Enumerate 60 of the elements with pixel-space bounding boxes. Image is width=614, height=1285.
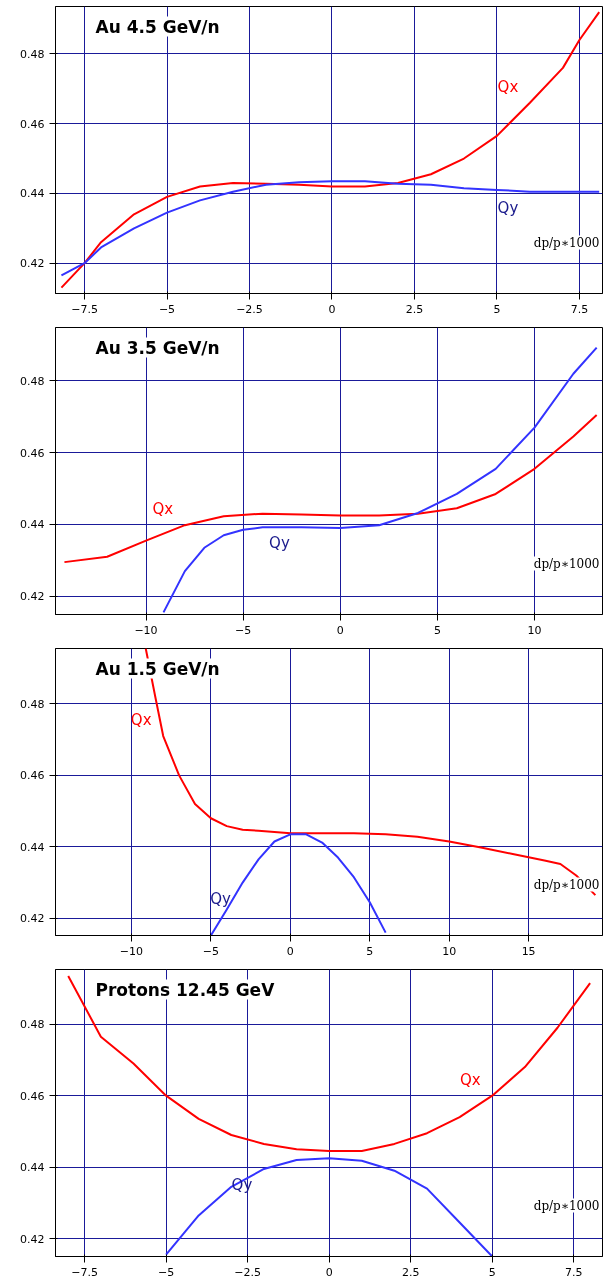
x-tick-label: −5: [202, 944, 219, 958]
x-tick-label: 2.5: [401, 1265, 420, 1279]
line-series: [60, 180, 601, 277]
line-series: [165, 1157, 494, 1257]
x-tick-label: −10: [134, 623, 158, 637]
y-tick-label: 0.48: [20, 374, 45, 388]
x-tick-label: −5: [235, 623, 252, 637]
x-axis-title: dp/p∗1000: [533, 877, 600, 892]
y-tick-label: 0.42: [20, 1232, 45, 1246]
annotation: Qy: [210, 889, 232, 908]
y-tick-label: 0.44: [20, 1161, 45, 1175]
y-tick-label: 0.42: [20, 257, 45, 271]
x-axis-title: dp/p∗1000: [533, 556, 600, 571]
y-tick-label: 0.48: [20, 47, 45, 61]
annotation: Qy: [269, 534, 290, 553]
y-tick-label: 0.42: [20, 912, 45, 926]
x-tick-label: 15: [521, 944, 536, 958]
y-tick-label: 0.44: [20, 187, 45, 201]
y-tick-label: 0.46: [20, 769, 45, 783]
x-tick-label: 10: [527, 623, 542, 637]
x-tick-label: 5: [488, 1265, 496, 1279]
annotation: Qx: [459, 1070, 481, 1089]
x-tick-label: 5: [366, 944, 374, 958]
x-tick-label: 2.5: [405, 302, 424, 316]
annotation: Qy: [497, 198, 519, 217]
y-tick-label: 0.48: [20, 1018, 45, 1032]
x-tick-label: 5: [433, 623, 441, 637]
x-tick-label: 5: [493, 302, 501, 316]
x-tick-label: 0: [325, 1265, 333, 1279]
y-tick-label: 0.42: [20, 590, 45, 604]
x-tick-label: 0: [336, 623, 344, 637]
x-tick-label: −2.5: [234, 1265, 261, 1279]
x-axis-title: dp/p∗1000: [533, 1198, 600, 1213]
y-tick-label: 0.44: [20, 518, 45, 532]
line-series: [209, 833, 387, 936]
y-tick-label: 0.48: [20, 697, 45, 711]
x-tick-label: −5: [158, 302, 176, 316]
x-tick-label: 0: [328, 302, 336, 316]
y-tick-label: 0.46: [20, 446, 45, 460]
y-tick-label: 0.44: [20, 840, 45, 854]
x-tick-label: −5: [157, 1265, 175, 1279]
annotation: Qx: [497, 77, 519, 96]
x-tick-label: 10: [442, 944, 457, 958]
text: Au 1.5 GeV/n: [95, 658, 220, 679]
x-tick-label: −7.5: [71, 302, 98, 316]
text: Au 3.5 GeV/n: [95, 337, 220, 358]
x-tick-label: 0: [286, 944, 294, 958]
x-tick-label: −10: [119, 944, 144, 958]
annotation: Qx: [152, 500, 174, 519]
text: Protons 12.45 GeV: [95, 979, 276, 1000]
x-axis-title: dp/p∗1000: [533, 235, 600, 250]
line-series: [60, 11, 601, 289]
line-series: [67, 974, 592, 1153]
text: Au 4.5 GeV/n: [95, 16, 220, 37]
y-tick-label: 0.46: [20, 1089, 45, 1103]
x-tick-label: −2.5: [236, 302, 263, 316]
x-tick-label: −7.5: [71, 1265, 98, 1279]
x-tick-label: 7.5: [570, 302, 589, 316]
x-tick-label: 7.5: [565, 1265, 583, 1279]
y-tick-label: 0.46: [20, 117, 45, 131]
